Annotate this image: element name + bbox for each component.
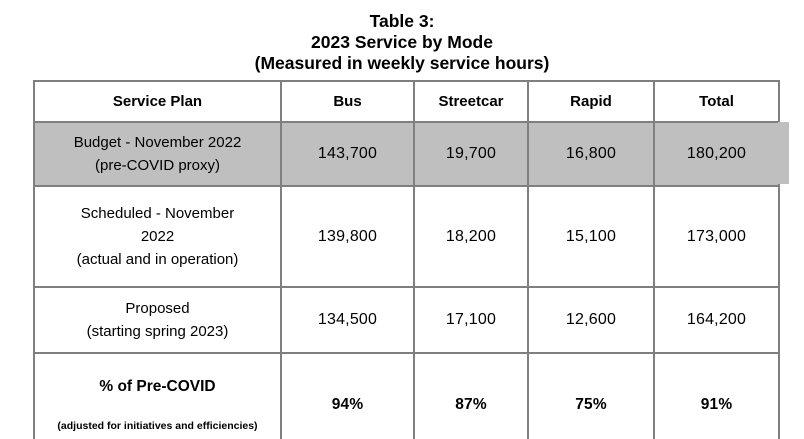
cell-scheduled-total: 173,000 <box>653 185 780 288</box>
cell-proposed-streetcar: 17,100 <box>413 286 529 354</box>
cell-budget-bus: 143,700 <box>280 121 415 187</box>
cell-scheduled-streetcar: 18,200 <box>413 185 529 288</box>
cell-proposed-total: 164,200 <box>653 286 780 354</box>
row-label-proposed: Proposed (starting spring 2023) <box>33 286 282 354</box>
table-row-budget: Budget - November 2022 (pre-COVID proxy)… <box>33 121 780 187</box>
cell-budget-total: 180,200 <box>653 121 780 187</box>
row-label-scheduled: Scheduled - November 2022 (actual and in… <box>33 185 282 288</box>
cell-percent-total: 91% <box>653 352 780 439</box>
percent-label-sub: (adjusted for initiatives and efficienci… <box>57 420 258 432</box>
row-label-budget: Budget - November 2022 (pre-COVID proxy) <box>33 121 282 187</box>
table-row-percent-of-precovid: % of Pre-COVID (adjusted for initiatives… <box>33 352 780 439</box>
cell-scheduled-rapid: 15,100 <box>527 185 655 288</box>
row-label-percent-of-precovid: % of Pre-COVID (adjusted for initiatives… <box>33 352 282 439</box>
col-header-service-plan: Service Plan <box>33 80 282 123</box>
title-line-3: (Measured in weekly service hours) <box>254 53 550 73</box>
title-line-1: Table 3: <box>369 11 435 31</box>
cell-percent-streetcar: 87% <box>413 352 529 439</box>
table-title: Table 3: 2023 Service by Mode (Measured … <box>0 11 804 74</box>
cell-proposed-rapid: 12,600 <box>527 286 655 354</box>
cell-scheduled-bus: 139,800 <box>280 185 415 288</box>
header-row: Service Plan Bus Streetcar Rapid Total <box>33 80 780 123</box>
col-header-streetcar: Streetcar <box>413 80 529 123</box>
cell-budget-streetcar: 19,700 <box>413 121 529 187</box>
service-by-mode-table: Service Plan Bus Streetcar Rapid Total B… <box>33 80 780 439</box>
table-row-proposed: Proposed (starting spring 2023) 134,500 … <box>33 286 780 354</box>
col-header-bus: Bus <box>280 80 415 123</box>
col-header-total: Total <box>653 80 780 123</box>
cell-percent-rapid: 75% <box>527 352 655 439</box>
cell-proposed-bus: 134,500 <box>280 286 415 354</box>
table-row-scheduled: Scheduled - November 2022 (actual and in… <box>33 185 780 288</box>
highlight-row-overhang <box>778 122 789 184</box>
title-line-2: 2023 Service by Mode <box>311 32 493 52</box>
cell-percent-bus: 94% <box>280 352 415 439</box>
cell-budget-rapid: 16,800 <box>527 121 655 187</box>
percent-label-main: % of Pre-COVID <box>99 378 216 395</box>
col-header-rapid: Rapid <box>527 80 655 123</box>
